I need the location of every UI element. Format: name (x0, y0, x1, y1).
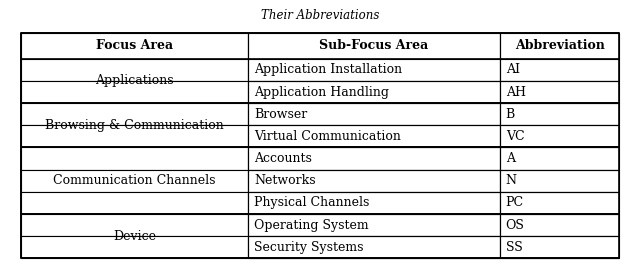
Bar (20, 59, 248, 81)
Text: SS: SS (506, 241, 522, 254)
Bar (20, 148, 248, 170)
Bar (20, 81, 248, 103)
Bar (500, 192, 620, 214)
Bar (248, 148, 500, 170)
Text: B: B (506, 108, 515, 121)
Bar (20, 192, 248, 214)
Bar (500, 148, 620, 170)
Bar (248, 59, 500, 81)
Bar (248, 170, 500, 192)
Text: A: A (506, 152, 515, 165)
Text: Sub-Focus Area: Sub-Focus Area (319, 39, 429, 52)
Text: Device: Device (113, 230, 156, 243)
Bar (500, 214, 620, 236)
Text: Focus Area: Focus Area (96, 39, 173, 52)
Text: OS: OS (506, 219, 525, 232)
Text: Browser: Browser (254, 108, 307, 121)
Text: AH: AH (506, 86, 525, 99)
Bar (500, 59, 620, 81)
Text: Their Abbreviations: Their Abbreviations (261, 9, 379, 22)
Text: Operating System: Operating System (254, 219, 369, 232)
Bar (500, 170, 620, 192)
Bar (500, 236, 620, 258)
Text: Communication Channels: Communication Channels (53, 174, 216, 187)
Text: AI: AI (506, 63, 520, 76)
Text: Application Installation: Application Installation (254, 63, 402, 76)
Text: PC: PC (506, 196, 524, 209)
Text: VC: VC (506, 130, 524, 143)
Bar (248, 103, 500, 125)
Text: Applications: Applications (95, 74, 173, 87)
Bar (248, 214, 500, 236)
Text: Virtual Communication: Virtual Communication (254, 130, 401, 143)
Bar (248, 236, 500, 258)
Bar (248, 81, 500, 103)
Bar (500, 33, 620, 59)
Bar (248, 125, 500, 148)
Bar (20, 236, 248, 258)
Bar (20, 103, 248, 125)
Bar (20, 33, 248, 59)
Bar (248, 33, 500, 59)
Text: Browsing & Communication: Browsing & Communication (45, 119, 224, 132)
Text: Application Handling: Application Handling (254, 86, 389, 99)
Bar (500, 103, 620, 125)
Bar (248, 192, 500, 214)
Text: Security Systems: Security Systems (254, 241, 364, 254)
Text: Physical Channels: Physical Channels (254, 196, 369, 209)
Text: N: N (506, 174, 516, 187)
Bar (20, 125, 248, 148)
Bar (500, 81, 620, 103)
Bar (20, 214, 248, 236)
Text: Accounts: Accounts (254, 152, 312, 165)
Bar (500, 125, 620, 148)
Bar (20, 33, 620, 258)
Bar (20, 170, 248, 192)
Text: Abbreviation: Abbreviation (515, 39, 605, 52)
Text: Networks: Networks (254, 174, 316, 187)
